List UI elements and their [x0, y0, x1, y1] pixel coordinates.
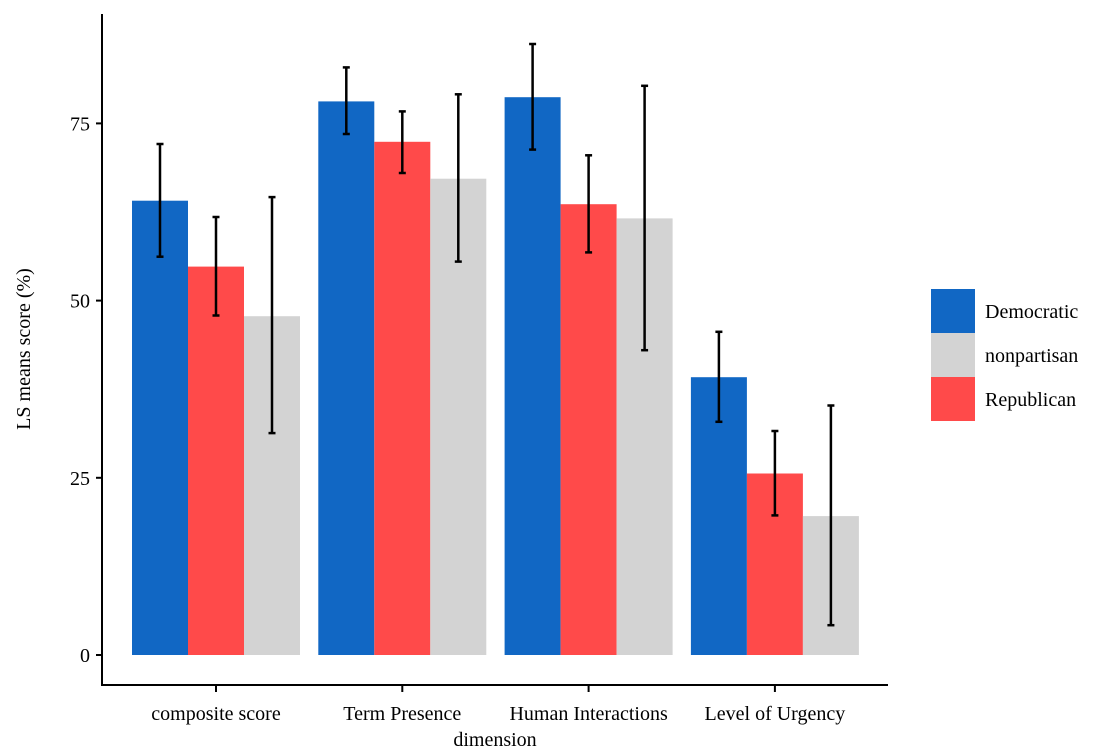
error-bar-nonpartisan-human-interactions	[641, 84, 649, 352]
error-bar-democratic-level-of-urgency	[715, 330, 723, 424]
bar-republican-composite-score	[188, 266, 244, 655]
bar-democratic-term-presence	[318, 101, 375, 655]
legend-item-nonpartisan: nonpartisan	[931, 333, 1078, 377]
bar-democratic-human-interactions	[504, 97, 561, 655]
error-bar-republican-term-presence	[398, 110, 406, 175]
error-bar-republican-composite-score	[212, 215, 220, 317]
x-tick-label-level-of-urgency: Level of Urgency	[705, 703, 846, 725]
bars-layer	[132, 97, 859, 656]
error-bar-republican-human-interactions	[585, 154, 593, 254]
legend-label-nonpartisan: nonpartisan	[985, 345, 1078, 367]
legend-label-democratic: Democratic	[985, 301, 1078, 323]
y-tick-label-0: 0	[80, 645, 90, 667]
x-tick-label-human-interactions: Human Interactions	[509, 703, 667, 725]
bar-republican-human-interactions	[560, 204, 617, 655]
x-tick-label-term-presence: Term Presence	[343, 703, 461, 725]
legend-swatch-democratic	[931, 289, 975, 333]
y-tick-label-75: 75	[70, 113, 90, 135]
legend-swatch-nonpartisan	[931, 333, 975, 377]
y-tick-label-25: 25	[70, 468, 90, 490]
error-bar-nonpartisan-composite-score	[268, 195, 276, 435]
axes	[101, 14, 888, 686]
legend-item-republican: Republican	[931, 377, 1076, 421]
error-bar-republican-level-of-urgency	[771, 429, 779, 517]
bar-republican-term-presence	[374, 141, 431, 656]
y-tick-label-50: 50	[70, 291, 90, 313]
legend: Democratic nonpartisan Republican	[931, 289, 1078, 421]
bar-democratic-level-of-urgency	[690, 377, 747, 655]
y-axis-title: LS means score (%)	[13, 268, 35, 430]
error-bar-democratic-composite-score	[156, 142, 164, 258]
y-ticks: 0 25 50 75	[70, 113, 102, 667]
legend-item-democratic: Democratic	[931, 289, 1078, 333]
x-ticks: composite score Term Presence Human Intera…	[151, 685, 845, 725]
error-bar-nonpartisan-level-of-urgency	[827, 404, 835, 627]
legend-swatch-republican	[931, 377, 975, 421]
error-bar-democratic-human-interactions	[529, 42, 537, 151]
x-axis-title: dimension	[453, 729, 536, 751]
error-bars-layer	[156, 42, 835, 627]
x-tick-label-composite-score: composite score	[151, 703, 281, 725]
legend-label-republican: Republican	[985, 389, 1076, 411]
bar-democratic-composite-score	[132, 200, 188, 655]
error-bar-nonpartisan-term-presence	[454, 93, 462, 263]
error-bar-democratic-term-presence	[342, 66, 350, 136]
